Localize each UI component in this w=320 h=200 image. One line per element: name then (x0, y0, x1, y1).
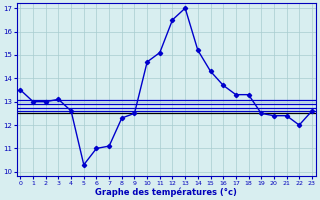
X-axis label: Graphe des températures (°c): Graphe des températures (°c) (95, 187, 237, 197)
